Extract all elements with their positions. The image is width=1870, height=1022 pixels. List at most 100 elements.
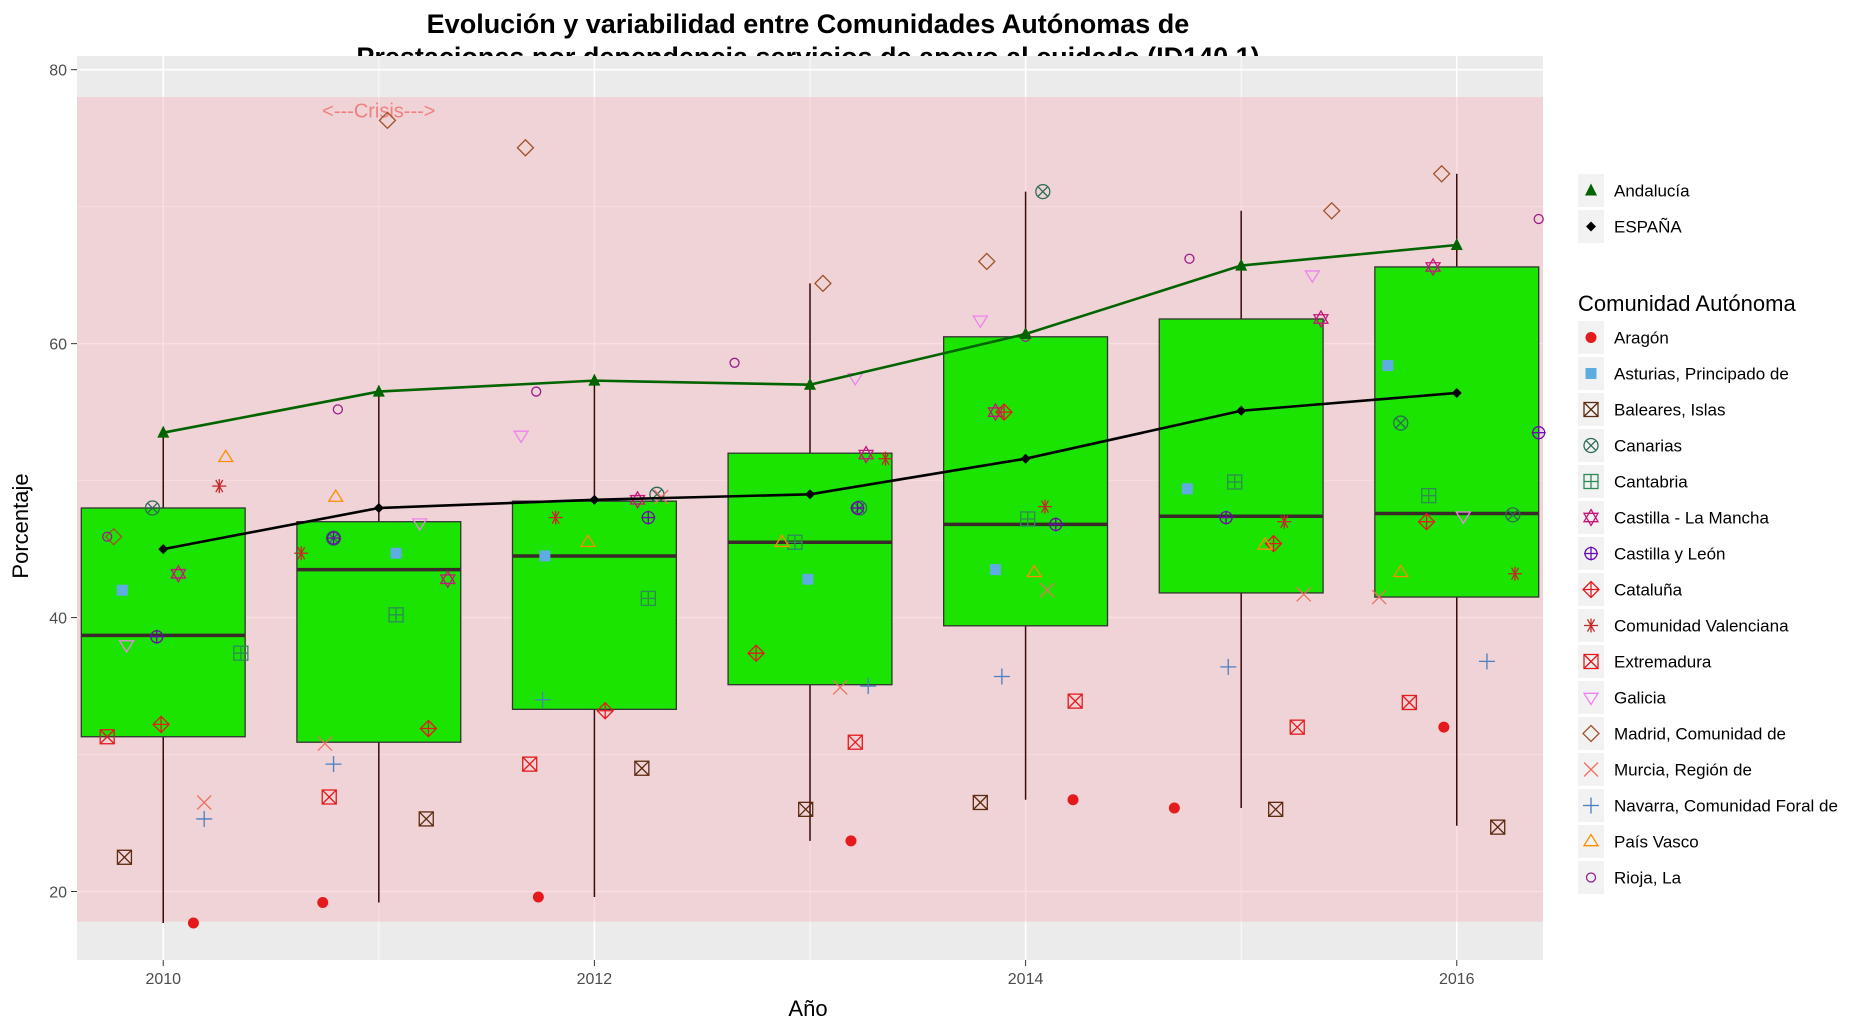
region-point	[548, 510, 563, 525]
region-point	[1184, 253, 1195, 264]
series-point	[589, 494, 600, 505]
region-point	[116, 584, 128, 596]
legend-label: Cantabria	[1614, 473, 1688, 492]
legend-label: Asturias, Principado de	[1614, 365, 1789, 384]
legend-title: Comunidad Autónoma	[1578, 291, 1796, 316]
series-point	[1450, 238, 1463, 251]
region-point	[1168, 802, 1180, 814]
region-point	[1478, 653, 1495, 670]
region-point	[233, 645, 249, 661]
legend-item-andaluc-a: Andalucía	[1578, 174, 1690, 207]
region-point	[196, 795, 212, 810]
legend-label: Aragón	[1614, 329, 1669, 348]
legend-item-galicia: Galicia	[1578, 681, 1667, 714]
legend-marker	[1584, 546, 1598, 561]
legend-key	[1578, 717, 1604, 750]
series-point	[157, 425, 170, 438]
region-point	[534, 691, 551, 708]
region-point	[1304, 270, 1321, 284]
region-point	[539, 550, 551, 562]
legend-label: Murcia, Región de	[1614, 761, 1752, 780]
region-point	[1490, 819, 1506, 835]
region-point	[102, 531, 113, 542]
points-galicia	[118, 270, 1472, 654]
legend-key	[1578, 861, 1604, 894]
legend-label: País Vasco	[1614, 833, 1699, 852]
legend-label: Andalucía	[1614, 182, 1690, 201]
plot-area: <---Crisis---> 20 40 60 80 2010 2012 2014 2016	[49, 56, 1546, 988]
legend-marker	[1582, 692, 1600, 706]
legend-label: Extremadura	[1614, 653, 1712, 672]
region-point	[634, 760, 650, 776]
x-tick-label: 2012	[577, 971, 613, 988]
legend-marker	[1585, 332, 1597, 343]
legend-marker	[1583, 653, 1599, 670]
legend-item-canarias: Canarias	[1578, 429, 1682, 462]
region-point	[596, 701, 615, 720]
region-point	[152, 715, 170, 734]
legend-label: Comunidad Valenciana	[1614, 617, 1789, 636]
region-point	[332, 404, 344, 415]
legend-item-rioja-la: Rioja, La	[1578, 861, 1682, 894]
region-point	[1438, 721, 1450, 733]
region-point	[989, 564, 1001, 576]
region-point	[1296, 586, 1312, 602]
region-point	[860, 678, 877, 695]
legend-marker	[1583, 797, 1599, 814]
legend-item-navarra-comunidad-foral-de: Navarra, Comunidad Foral de	[1578, 789, 1838, 822]
box-body	[1374, 266, 1540, 598]
region-point	[1417, 512, 1436, 531]
region-point	[1256, 536, 1274, 550]
crisis-annotation: <---Crisis--->	[322, 101, 435, 123]
region-point	[118, 640, 135, 654]
region-point	[390, 547, 402, 559]
series-point	[373, 503, 384, 513]
region-point	[972, 794, 988, 811]
region-point	[857, 445, 875, 464]
legend-item-castilla-la-mancha: Castilla - La Mancha	[1578, 501, 1770, 534]
series-point	[1451, 387, 1462, 398]
region-point	[294, 546, 309, 561]
series-point	[372, 384, 385, 397]
legend-item-madrid-comunidad-de: Madrid, Comunidad de	[1578, 717, 1786, 750]
legend-marker	[1583, 473, 1599, 490]
region-point	[1026, 564, 1043, 578]
series-point	[804, 377, 816, 390]
legend-marker	[1586, 221, 1596, 232]
legend: Andalucía ESPAÑA Aragón Asturias, Principad…	[1578, 174, 1838, 894]
boxplot-2014	[943, 191, 1109, 800]
points-navarra-comunidad-foral-de	[196, 653, 1495, 827]
legend-label: Madrid, Comunidad de	[1614, 725, 1786, 744]
region-point	[1505, 507, 1521, 523]
region-point	[522, 756, 538, 772]
points-pa-s-vasco	[217, 449, 1409, 578]
region-point	[814, 274, 832, 293]
region-point	[1312, 309, 1330, 329]
region-point	[531, 386, 542, 397]
legend-marker	[1583, 437, 1599, 454]
legend-item-murcia-regi-n-de: Murcia, Región de	[1578, 753, 1752, 786]
legend-item-cantabria: Cantabria	[1578, 465, 1688, 498]
legend-marker	[1584, 618, 1598, 633]
region-point	[832, 679, 848, 695]
region-point	[1455, 511, 1472, 525]
x-tick-label: 2016	[1439, 971, 1475, 988]
box-body	[1158, 318, 1324, 594]
region-point	[729, 357, 740, 368]
legend-item-asturias-principado-de: Asturias, Principado de	[1578, 357, 1789, 390]
region-point	[747, 644, 766, 663]
region-point	[1432, 164, 1451, 183]
region-point	[993, 668, 1010, 685]
legend-key	[1578, 501, 1604, 534]
legend-item-baleares-islas: Baleares, Islas	[1578, 393, 1726, 426]
region-point	[326, 531, 341, 546]
legend-marker	[1585, 368, 1597, 379]
region-point	[1020, 511, 1036, 527]
legend-item-arag-n: Aragón	[1578, 321, 1669, 354]
region-point	[512, 430, 530, 444]
region-point	[149, 629, 164, 644]
region-point	[1037, 499, 1052, 514]
region-point	[170, 564, 187, 584]
legend-label: Canarias	[1614, 437, 1682, 456]
region-point	[116, 849, 133, 865]
